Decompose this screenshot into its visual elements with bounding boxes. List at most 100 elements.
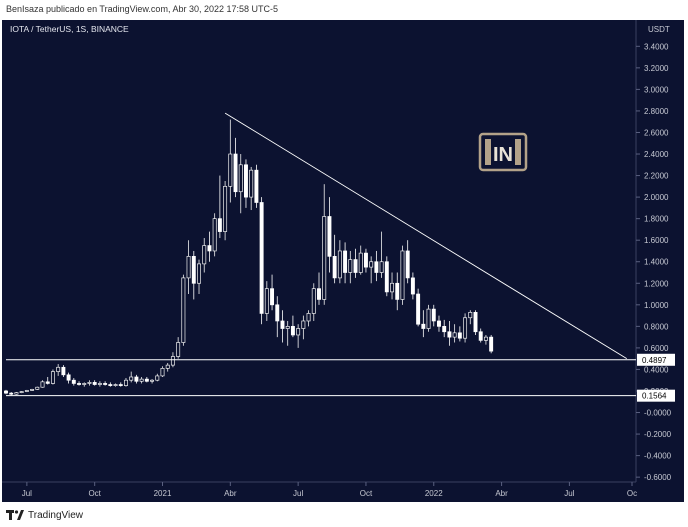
- candle-down: [134, 376, 139, 382]
- candle-up: [24, 390, 29, 392]
- candle-down: [77, 383, 82, 385]
- candle-up: [358, 252, 363, 273]
- candle-down: [421, 323, 426, 329]
- candle-up: [322, 216, 327, 300]
- currency-label: USDT: [648, 25, 670, 34]
- candle-down: [478, 331, 483, 341]
- price-tick-label: 2.0000: [644, 193, 669, 202]
- candle-down: [118, 384, 123, 386]
- price-tick-label: 1.8000: [644, 215, 669, 224]
- time-tick-label: Oct: [360, 489, 373, 498]
- price-tick-label: 1.0000: [644, 301, 669, 310]
- candle-down: [473, 312, 478, 333]
- chart-title: IOTA / TetherUS, 1S, BINANCE: [10, 24, 129, 34]
- price-tick-label: -0.4000: [644, 452, 672, 461]
- candle-down: [270, 288, 275, 306]
- candle-down: [384, 261, 389, 293]
- candle-up: [150, 379, 155, 382]
- candle-down: [290, 326, 295, 336]
- candle-down: [374, 261, 379, 273]
- candle-down: [66, 374, 71, 381]
- time-tick-label: 2022: [425, 489, 443, 498]
- candle-up: [452, 332, 457, 338]
- time-tick-label: Jul: [564, 489, 574, 498]
- candle-down: [431, 308, 436, 322]
- candle-up: [228, 153, 233, 187]
- candle-down: [9, 392, 14, 395]
- candle-down: [457, 332, 462, 339]
- candle-down: [489, 336, 494, 352]
- candle-up: [306, 313, 311, 322]
- candle-down: [437, 320, 441, 327]
- price-tick-label: 3.2000: [644, 64, 669, 73]
- candle-down: [317, 288, 321, 300]
- candle-down: [363, 252, 368, 268]
- candle-down: [92, 382, 97, 385]
- drawings: 0.4897 0.1564: [6, 112, 675, 402]
- candle-up: [40, 381, 45, 388]
- price-tick-label: -0.6000: [644, 473, 672, 482]
- chart-frame[interactable]: IOTA / TetherUS, 1S, BINANCE USDT 3.4000…: [2, 20, 684, 502]
- tradingview-logo-icon: [6, 510, 24, 520]
- price-label-box: [637, 353, 675, 366]
- candle-down: [410, 277, 415, 295]
- candle-down: [353, 259, 358, 273]
- candle-up: [50, 371, 55, 384]
- time-tick-label: 2021: [154, 489, 172, 498]
- candle-up: [223, 185, 228, 232]
- candle-down: [327, 216, 332, 257]
- candle-up: [400, 250, 405, 300]
- header-strip: BenIsaza publicado en TradingView.com, A…: [0, 0, 688, 20]
- time-tick-label: Oc: [627, 489, 637, 498]
- candle-down: [233, 153, 238, 193]
- candle-up: [155, 375, 160, 381]
- candle-up: [19, 391, 24, 393]
- candle-up: [113, 384, 118, 386]
- candle-down: [4, 390, 8, 394]
- candle-down: [447, 331, 452, 338]
- candle-up: [160, 368, 165, 377]
- candle-down: [442, 326, 447, 333]
- candle-down: [275, 304, 280, 322]
- candle-up: [468, 312, 473, 319]
- candle-up: [35, 386, 40, 390]
- candle-up: [56, 366, 61, 372]
- candlestick-chart[interactable]: IOTA / TetherUS, 1S, BINANCE USDT 3.4000…: [2, 20, 684, 502]
- candle-up: [129, 376, 134, 381]
- price-label-text: 0.4897: [642, 356, 667, 365]
- candle-up: [238, 164, 243, 193]
- time-tick-label: Oct: [88, 489, 101, 498]
- candle-up: [82, 383, 87, 385]
- candle-down: [280, 320, 285, 329]
- candle-up: [296, 328, 301, 336]
- candle-up: [186, 255, 191, 279]
- candle-up: [369, 261, 374, 268]
- price-tick-label: 0.4000: [644, 365, 669, 374]
- price-tick-label: 2.2000: [644, 172, 669, 181]
- time-axis: Jul Oct 2021 Abr Jul Oct 2022 Abr Jul Oc: [22, 482, 637, 498]
- time-tick-label: Abr: [495, 489, 508, 498]
- candle-up: [181, 277, 186, 343]
- candle-up: [301, 320, 306, 329]
- price-tick-label: 1.4000: [644, 258, 669, 267]
- candle-up: [348, 259, 353, 273]
- candle-down: [144, 378, 149, 382]
- candle-up: [87, 382, 92, 384]
- price-tick-label: 2.8000: [644, 107, 669, 116]
- candle-up: [337, 250, 342, 279]
- price-tick-label: 0.6000: [644, 344, 669, 353]
- candle-down: [45, 381, 50, 384]
- candle-down: [395, 282, 400, 300]
- candle-down: [71, 379, 76, 384]
- candle-up: [14, 392, 19, 395]
- price-tick-label: 2.6000: [644, 128, 669, 137]
- tradingview-brand-label: TradingView: [28, 510, 84, 521]
- candle-up: [285, 326, 290, 329]
- beincrypto-logo-icon: IN: [478, 132, 528, 172]
- price-tick-label: 0.8000: [644, 322, 669, 331]
- descending-trendline[interactable]: [224, 112, 628, 360]
- tradingview-brand[interactable]: TradingView: [6, 510, 83, 521]
- candle-down: [217, 218, 222, 232]
- footer-strip: TradingView: [0, 502, 688, 527]
- candle-down: [108, 384, 113, 386]
